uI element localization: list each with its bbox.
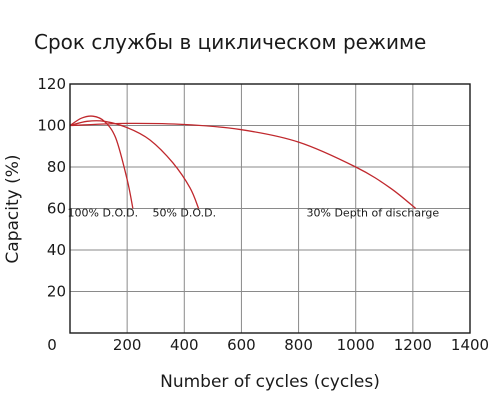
series-annotation-0: 100% D.O.D.: [68, 207, 139, 220]
x-tick-label: 200: [113, 336, 142, 354]
x-tick-label: 1200: [394, 336, 432, 354]
series-annotation-2: 30% Depth of discharge: [307, 207, 440, 220]
y-tick-label: 80: [47, 158, 66, 176]
x-axis-label: Number of cycles (cycles): [160, 372, 380, 392]
plot-frame: [69, 83, 471, 334]
x-tick-label: 1000: [337, 336, 375, 354]
x-tick-label: 400: [170, 336, 199, 354]
y-tick-label: 40: [47, 241, 66, 259]
series-line-0: [69, 115, 134, 209]
series-annotation-1: 50% D.O.D.: [152, 207, 216, 220]
x-tick-label: 1400: [451, 336, 489, 354]
y-tick-label: 120: [37, 75, 66, 93]
grid: [70, 84, 470, 333]
y-tick-label: 60: [47, 200, 66, 218]
chart-title: Срок службы в циклическом режиме: [34, 30, 426, 54]
series-lines: [69, 115, 417, 210]
x-tick-label: 600: [227, 336, 256, 354]
x-tick-label: 0: [47, 336, 57, 354]
y-tick-label: 20: [47, 283, 66, 301]
tick-labels: 0 200 400 600 800 1000 1200 1400 20 40 60 80 100 120: [37, 75, 489, 354]
series-line-2: [69, 122, 417, 210]
y-axis-label: Capacity (%): [3, 154, 23, 263]
series-line-1: [69, 120, 200, 209]
annotations: 100% D.O.D. 50% D.O.D. 30% Depth of discha…: [68, 207, 440, 220]
x-tick-label: 800: [284, 336, 313, 354]
y-tick-label: 100: [37, 117, 66, 135]
